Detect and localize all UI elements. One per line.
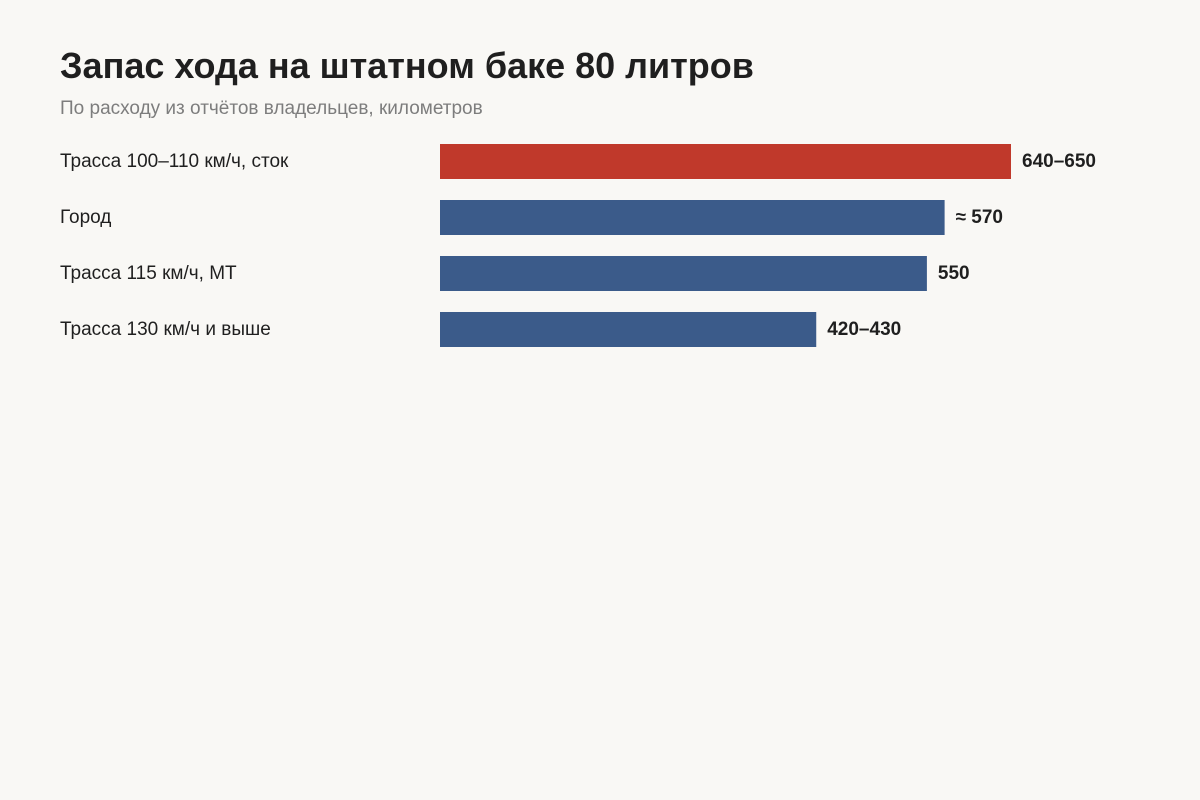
value-label: ≈ 570 (956, 207, 1003, 228)
value-label: 420–430 (827, 319, 901, 340)
category-label: Трасса 100–110 км/ч, сток (60, 151, 289, 172)
category-label: Трасса 130 км/ч и выше (60, 319, 271, 340)
bar (440, 256, 927, 291)
chart-subtitle: По расходу из отчётов владельцев, киломе… (60, 98, 483, 119)
value-label: 550 (938, 263, 970, 284)
bar (440, 200, 945, 235)
value-label: 640–650 (1022, 151, 1096, 172)
category-label: Город (60, 207, 111, 228)
bar (440, 312, 817, 347)
category-label: Трасса 115 км/ч, МТ (60, 263, 237, 284)
bar (440, 144, 1011, 179)
chart-title: Запас хода на штатном баке 80 литров (60, 45, 754, 86)
